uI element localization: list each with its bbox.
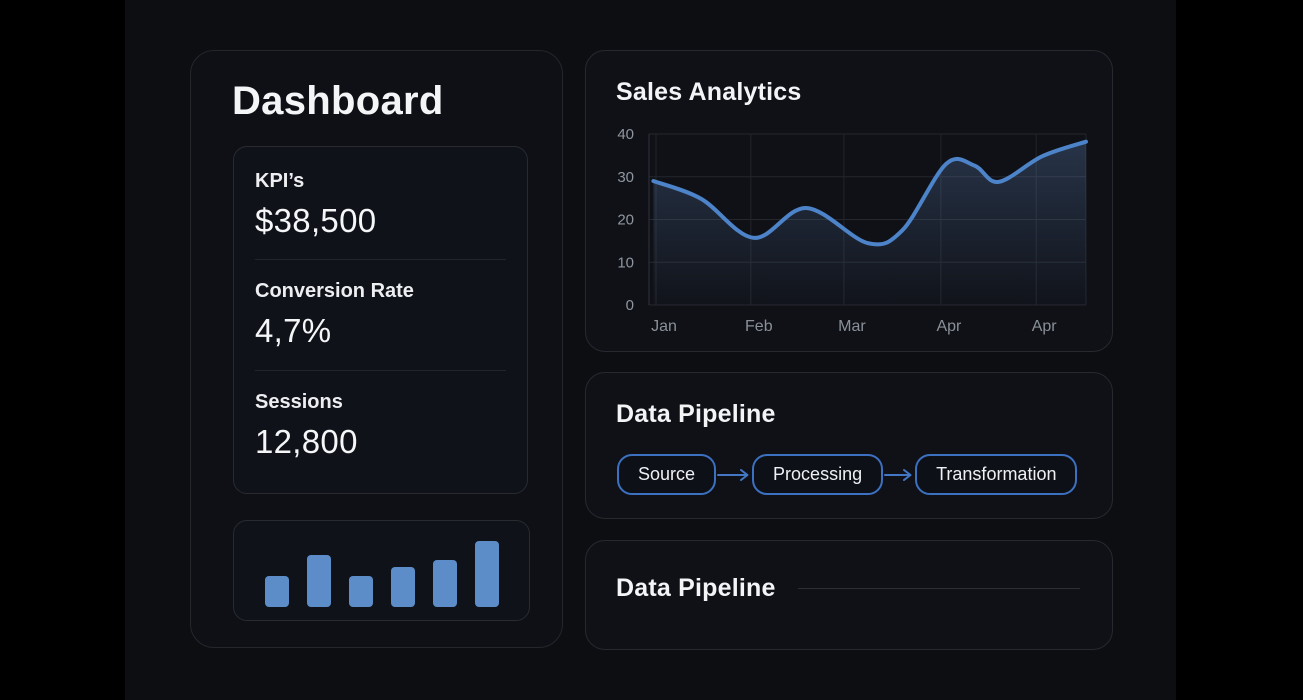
data-pipeline-title: Data Pipeline (616, 400, 776, 428)
mini-bar (432, 560, 457, 607)
x-tick-label: Apr (1032, 318, 1058, 335)
kpi-label: Sessions (255, 390, 343, 413)
mini-bar (348, 576, 373, 607)
data-pipeline-card-2: Data Pipeline (585, 540, 1113, 650)
mini-bar (306, 555, 331, 607)
divider (255, 369, 506, 371)
x-tick-label: Feb (745, 318, 773, 335)
x-tick-label: Apr (936, 318, 962, 335)
kpi-row: Conversion Rate 4,7% (255, 280, 506, 349)
kpi-label: Conversion Rate (255, 280, 414, 303)
sales-area-fill (653, 141, 1086, 305)
data-pipeline-2-title: Data Pipeline (616, 573, 776, 602)
mini-bar (390, 567, 415, 607)
kpi-value: $38,500 (255, 202, 377, 239)
y-tick-label: 20 (617, 212, 634, 229)
divider (255, 259, 506, 261)
mini-bar (474, 541, 499, 607)
data-pipeline-card: Data Pipeline Source Processing Transfor… (585, 372, 1113, 519)
y-tick-label: 40 (617, 127, 634, 143)
mini-bar (264, 576, 289, 607)
x-tick-label: Mar (838, 318, 866, 335)
sales-analytics-title: Sales Analytics (616, 78, 802, 106)
x-tick-label: Jan (651, 318, 677, 335)
sales-line-chart: 0 10 20 30 40 Jan Feb Mar Apr Apr (617, 127, 1088, 335)
y-tick-label: 30 (617, 169, 634, 186)
kpi-value: 4,7% (255, 312, 332, 350)
arrow-right-icon (884, 468, 912, 481)
dashboard-panel: Dashboard KPI’s $38,500 Conversion Rate … (190, 50, 563, 648)
y-tick-label: 10 (617, 254, 634, 271)
pipeline-node-processing[interactable]: Processing (752, 454, 884, 495)
kpi-card: KPI’s $38,500 Conversion Rate 4,7% Sessi… (233, 146, 528, 494)
y-tick-label: 0 (626, 297, 634, 314)
mini-bar-chart-card (233, 520, 530, 621)
sales-line (651, 139, 1088, 247)
pipeline-node-source[interactable]: Source (617, 454, 717, 495)
kpi-value: 12,800 (255, 422, 358, 460)
kpi-row: KPI’s $38,500 (255, 170, 506, 239)
kpi-row: Sessions 12,800 (255, 391, 506, 460)
sales-analytics-card: Sales Analytics 0 10 20 30 40 Jan Feb Mar Apr Apr (585, 50, 1113, 352)
arrow-right-icon (717, 468, 749, 481)
mini-bar-chart (234, 541, 529, 607)
dashboard-title: Dashboard (232, 79, 444, 123)
pipeline-flow: Source Processing Transformation (617, 454, 1078, 495)
divider (797, 587, 1080, 589)
kpi-label: KPI’s (255, 170, 305, 192)
pipeline-node-transformation[interactable]: Transformation (915, 454, 1078, 495)
